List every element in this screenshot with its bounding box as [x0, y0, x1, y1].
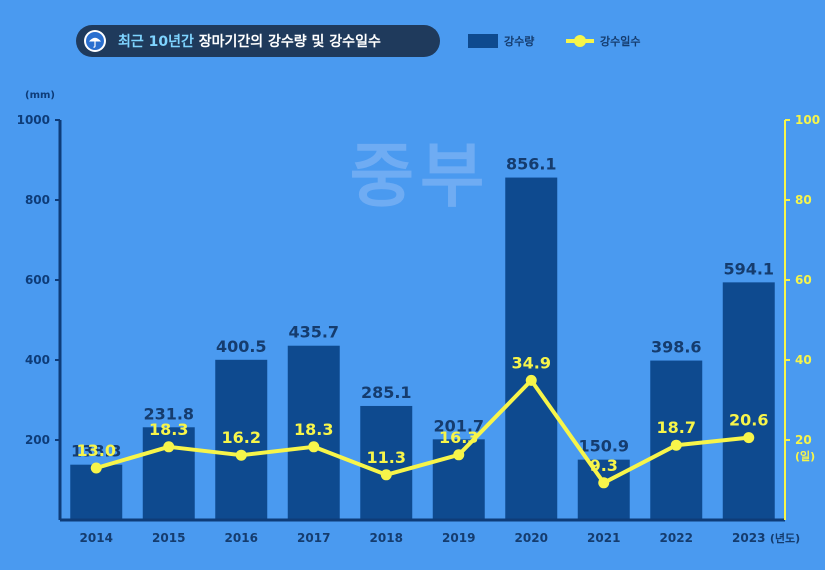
- x-axis-unit: (년도): [770, 531, 800, 545]
- bar-value-label: 285.1: [361, 383, 412, 402]
- legend-bar-swatch: [468, 34, 498, 48]
- left-axis-unit: (mm): [25, 90, 55, 101]
- rain-days-point-2021: [598, 477, 610, 489]
- rain-days-point-2015: [163, 441, 175, 453]
- rain-days-point-2016: [235, 449, 247, 461]
- bar-value-label: 398.6: [651, 338, 702, 357]
- left-tick-label: 400: [25, 353, 50, 367]
- chart-title-banner: 최근 10년간 장마기간의 강수량 및 강수일수: [76, 25, 440, 57]
- legend-bar-label: 강수량: [504, 35, 535, 48]
- bar-2015: [142, 427, 195, 520]
- left-tick-label: 600: [25, 273, 50, 287]
- rain-days-point-2018: [380, 469, 392, 481]
- x-tick-label: 2017: [297, 531, 330, 545]
- legend-line-item: 강수일수: [566, 33, 640, 49]
- bar-value-label: 594.1: [723, 259, 774, 278]
- bar-value-label: 435.7: [288, 323, 339, 342]
- bar-value-label: 856.1: [506, 155, 557, 174]
- x-tick-label: 2023: [732, 531, 765, 545]
- left-tick-label: 200: [25, 433, 50, 447]
- rain-days-point-2020: [525, 374, 537, 386]
- bar-value-label: 138.3: [71, 442, 122, 461]
- chart-title: 최근 10년간 장마기간의 강수량 및 강수일수: [118, 31, 381, 51]
- line-value-label: 18.3: [149, 420, 188, 439]
- bar-value-label: 150.9: [578, 437, 629, 456]
- legend-line-swatch: [566, 34, 594, 48]
- line-value-label: 16.2: [222, 428, 261, 447]
- bar-value-label: 231.8: [143, 404, 194, 423]
- line-value-label: 34.9: [512, 353, 551, 372]
- line-value-label: 11.3: [367, 448, 406, 467]
- bar-2020: [505, 177, 558, 520]
- bar-value-label: 400.5: [216, 337, 267, 356]
- bar-2017: [287, 345, 340, 520]
- line-value-label: 18.7: [657, 418, 696, 437]
- rain-days-point-2014: [90, 462, 102, 474]
- rain-days-point-2017: [308, 441, 320, 453]
- bar-2018: [360, 405, 413, 520]
- rain-days-point-2019: [453, 449, 465, 461]
- rain-days-point-2022: [670, 439, 682, 451]
- line-value-label: 13.0: [77, 441, 116, 460]
- left-tick-label: 1000: [17, 113, 50, 127]
- region-watermark: 중부: [349, 135, 491, 217]
- left-tick-label: 800: [25, 193, 50, 207]
- bar-2021: [577, 459, 630, 520]
- rain-days-point-2023: [743, 432, 755, 444]
- umbrella-icon: [84, 30, 106, 52]
- bar-2016: [215, 359, 268, 520]
- title-rest: 장마기간의 강수량 및 강수일수: [198, 34, 381, 50]
- x-tick-label: 2020: [515, 531, 548, 545]
- x-tick-label: 2021: [587, 531, 620, 545]
- x-tick-label: 2019: [442, 531, 475, 545]
- title-highlight: 최근 10년간: [118, 34, 194, 50]
- legend-line-label: 강수일수: [600, 35, 641, 48]
- right-tick-label: 20: [795, 433, 812, 447]
- x-tick-label: 2018: [370, 531, 403, 545]
- x-tick-label: 2016: [225, 531, 258, 545]
- x-tick-label: 2015: [152, 531, 185, 545]
- line-value-label: 9.3: [590, 456, 618, 475]
- bar-2023: [722, 282, 775, 520]
- x-tick-label: 2014: [80, 531, 113, 545]
- right-axis-unit: (일): [795, 449, 815, 463]
- line-value-label: 20.6: [729, 411, 768, 430]
- bar-2014: [70, 464, 123, 520]
- right-tick-label: 40: [795, 353, 812, 367]
- line-value-label: 16.3: [439, 428, 478, 447]
- x-tick-label: 2022: [660, 531, 693, 545]
- legend-bar-item: 강수량: [468, 33, 534, 49]
- bar-value-label: 201.7: [433, 416, 484, 435]
- rain-days-line: [95, 378, 749, 485]
- right-tick-label: 80: [795, 193, 812, 207]
- line-value-label: 18.3: [294, 420, 333, 439]
- right-tick-label: 60: [795, 273, 812, 287]
- right-tick-label: 100: [795, 113, 820, 127]
